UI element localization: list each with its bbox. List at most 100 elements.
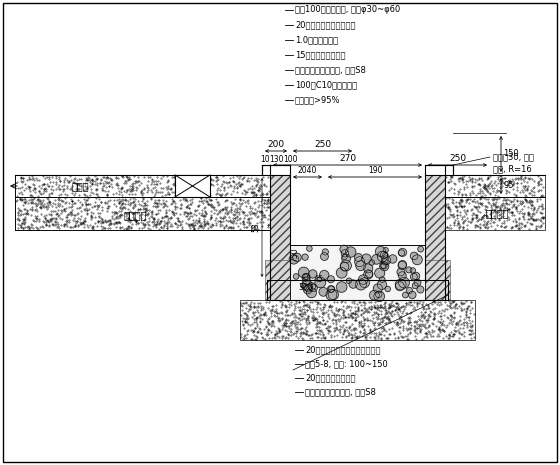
Circle shape [328,276,334,283]
Circle shape [304,274,310,279]
Text: 100厚C10混凝土垫层: 100厚C10混凝土垫层 [295,80,357,89]
Text: 95: 95 [503,181,514,191]
Circle shape [376,291,382,298]
Circle shape [302,274,308,279]
Circle shape [340,262,349,271]
Text: 250: 250 [449,154,466,163]
Text: 270: 270 [339,154,356,163]
Text: 板筋混凝土结构池底, 抗渗S8: 板筋混凝土结构池底, 抗渗S8 [295,66,366,74]
Circle shape [417,286,424,293]
Bar [425,165,453,175]
Circle shape [349,280,357,288]
Circle shape [305,284,312,292]
Circle shape [360,278,370,288]
Text: 边挑出30, 磨半: 边挑出30, 磨半 [493,153,534,161]
Circle shape [289,254,298,264]
Circle shape [398,272,406,279]
Bar [290,245,425,300]
Circle shape [412,283,418,289]
Circle shape [356,279,366,290]
Text: 2040: 2040 [298,166,317,175]
Text: 45: 45 [313,275,323,285]
Circle shape [319,287,328,296]
Circle shape [363,264,373,273]
Bar [425,165,445,280]
Circle shape [372,254,381,264]
Circle shape [298,267,309,278]
Circle shape [306,288,316,298]
Circle shape [379,277,385,282]
Circle shape [301,283,306,288]
Bar [175,175,210,197]
Circle shape [304,285,312,294]
Circle shape [380,252,388,259]
Circle shape [346,278,352,284]
Text: 200: 200 [268,140,284,149]
Circle shape [309,270,317,278]
Bar [425,165,453,175]
Bar [15,197,270,230]
Circle shape [414,279,421,286]
Circle shape [354,253,362,261]
Text: 道路做法: 道路做法 [486,208,508,218]
Text: 道路做法: 道路做法 [123,210,147,220]
Circle shape [370,290,379,300]
Circle shape [410,268,416,273]
Circle shape [306,246,312,251]
Circle shape [382,252,388,258]
Text: 木槿笼: 木槿笼 [71,181,89,191]
Text: 150: 150 [503,150,519,159]
Text: 20厚聚合物水泥砂浆排平: 20厚聚合物水泥砂浆排平 [295,20,356,29]
Circle shape [302,280,312,291]
Bar [265,260,450,300]
Circle shape [409,291,416,299]
Circle shape [418,246,423,252]
Circle shape [341,250,348,257]
Bar [15,175,270,197]
Circle shape [406,287,413,293]
Circle shape [398,250,405,256]
Circle shape [337,267,347,278]
Circle shape [364,270,373,279]
Text: 130: 130 [269,155,283,165]
Text: 缝宽5-8, 间格: 100~150: 缝宽5-8, 间格: 100~150 [305,359,388,368]
Circle shape [397,268,405,276]
Circle shape [369,260,375,265]
Circle shape [389,255,397,263]
Circle shape [375,246,386,257]
Circle shape [293,274,299,279]
Circle shape [374,284,382,293]
Circle shape [395,282,404,291]
Bar [267,280,448,300]
Circle shape [356,261,366,271]
Text: 1.0厚聚酯脂涂膜: 1.0厚聚酯脂涂膜 [295,35,338,45]
Circle shape [382,259,388,265]
Text: 散铺100厚灰色卵石, 粒径φ30~φ60: 散铺100厚灰色卵石, 粒径φ30~φ60 [295,6,400,14]
Circle shape [412,255,422,265]
Text: 钢筋混凝土结构池壁, 抗渗S8: 钢筋混凝土结构池壁, 抗渗S8 [305,387,376,397]
Circle shape [310,284,318,292]
Circle shape [358,275,368,284]
Circle shape [328,286,334,292]
Text: 素土夯实>95%: 素土夯实>95% [295,95,340,105]
Text: 100: 100 [283,155,297,165]
Text: 53: 53 [251,223,260,232]
Circle shape [320,270,329,279]
Circle shape [377,251,388,262]
Circle shape [395,279,406,290]
Circle shape [382,256,391,265]
Text: 20厚聚合物水泥砂浆: 20厚聚合物水泥砂浆 [305,373,356,383]
Circle shape [399,277,409,288]
Circle shape [381,263,386,268]
Circle shape [410,273,417,280]
Text: 10: 10 [260,155,270,165]
Text: 250: 250 [314,140,331,149]
Circle shape [342,254,351,263]
Text: 190: 190 [368,166,382,175]
Circle shape [337,282,347,292]
Circle shape [322,249,328,255]
Circle shape [380,262,389,271]
Circle shape [403,292,408,298]
Circle shape [398,260,407,269]
Circle shape [412,272,419,280]
